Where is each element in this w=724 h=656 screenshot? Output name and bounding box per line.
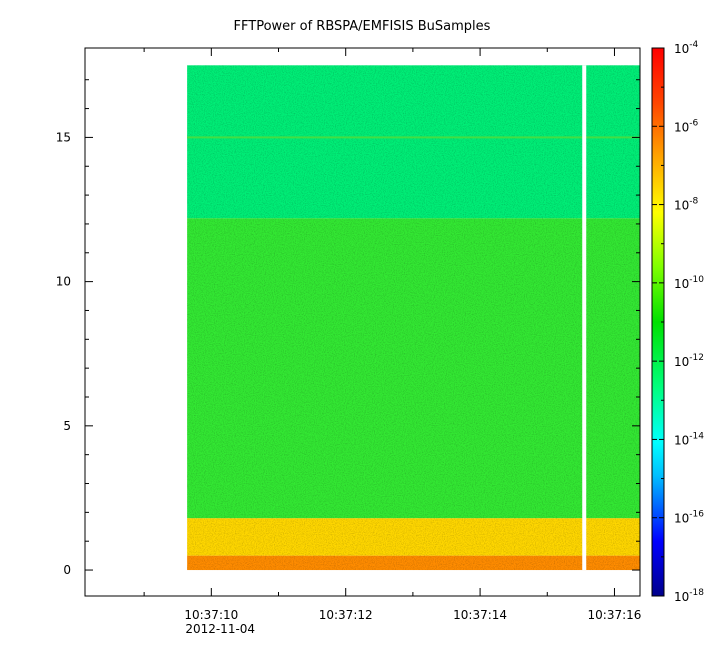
colorbar: 10-4 10-6 10-8 10-10 10-12 10-14 10-16 10-18 bbox=[651, 40, 704, 604]
y-tick-label: 0 bbox=[63, 563, 71, 577]
colorbar-tick-label: 10-18 bbox=[674, 588, 704, 604]
x-tick-label: 10:37:14 bbox=[453, 608, 507, 622]
chart-title: FFTPower of RBSPA/EMFISIS BuSamples bbox=[234, 19, 491, 34]
colorbar-tick-label: 10-4 bbox=[674, 40, 699, 56]
y-tick-label: 5 bbox=[63, 419, 71, 433]
spectrogram-texture bbox=[187, 65, 641, 571]
spectrogram-plot: 0 5 10 15 10:37:10 10:37:12 10:37:14 10:37:16 20… bbox=[56, 47, 642, 636]
colorbar-tick-label: 10-14 bbox=[674, 431, 704, 447]
colorbar-tick-label: 10-6 bbox=[674, 118, 699, 134]
plot-frame bbox=[84, 47, 641, 597]
colorbar-tick-label: 10-16 bbox=[674, 510, 704, 526]
colorbar-tick-label: 10-12 bbox=[674, 353, 704, 369]
colorbar-tick-label: 10-10 bbox=[674, 275, 704, 291]
x-tick-label: 10:37:16 bbox=[588, 608, 642, 622]
y-tick-label: 15 bbox=[56, 130, 71, 144]
x-date-label: 2012-11-04 bbox=[185, 622, 255, 636]
x-tick-label: 10:37:10 bbox=[184, 608, 238, 622]
colorbar-tick-label: 10-8 bbox=[674, 197, 699, 213]
data-gap bbox=[582, 65, 587, 571]
y-tick-label: 10 bbox=[56, 275, 71, 289]
x-tick-label: 10:37:12 bbox=[319, 608, 373, 622]
